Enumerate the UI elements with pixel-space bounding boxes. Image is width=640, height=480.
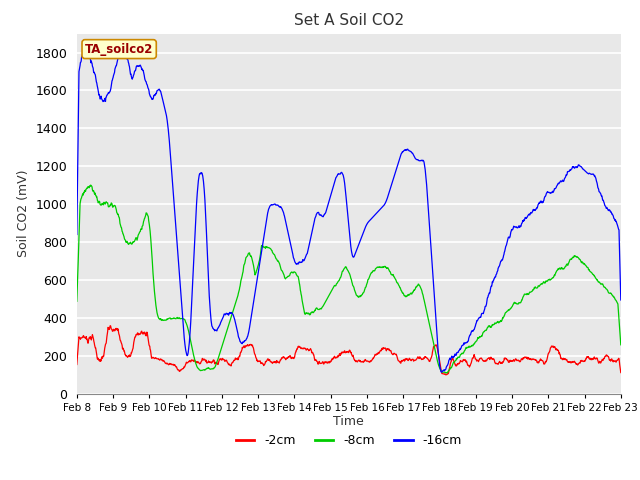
X-axis label: Time: Time [333, 415, 364, 429]
Legend: -2cm, -8cm, -16cm: -2cm, -8cm, -16cm [230, 429, 467, 452]
Title: Set A Soil CO2: Set A Soil CO2 [294, 13, 404, 28]
Text: TA_soilco2: TA_soilco2 [85, 43, 154, 56]
Y-axis label: Soil CO2 (mV): Soil CO2 (mV) [17, 170, 29, 257]
